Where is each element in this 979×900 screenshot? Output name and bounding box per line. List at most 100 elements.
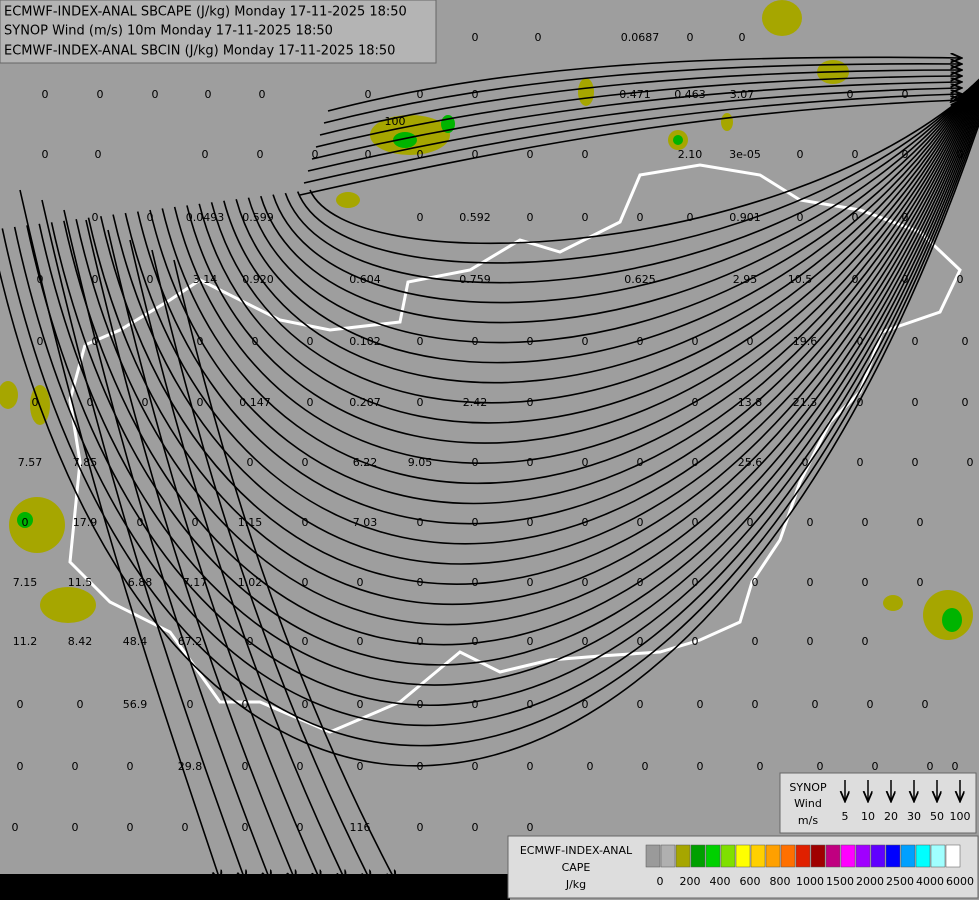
value-label: 0 xyxy=(87,396,94,409)
color-swatch xyxy=(690,844,706,868)
legend-tick-label: 4000 xyxy=(916,875,944,888)
color-swatch xyxy=(885,844,901,868)
streamline xyxy=(260,94,966,324)
streamline xyxy=(38,105,979,686)
value-label: 0 xyxy=(637,576,644,589)
value-label: 0 xyxy=(797,148,804,161)
value-label: 0 xyxy=(147,211,154,224)
value-label: 0.592 xyxy=(459,211,491,224)
value-label: 0 xyxy=(302,516,309,529)
value-label: 0 xyxy=(259,88,266,101)
value-label: 0 xyxy=(42,88,49,101)
streamline xyxy=(0,121,979,767)
value-label: 0 xyxy=(962,335,969,348)
legend-text: J/kg xyxy=(565,878,586,891)
streamline xyxy=(87,92,979,606)
legend-text: Wind xyxy=(794,797,822,810)
value-label: 3e-05 xyxy=(729,148,761,161)
value-label: 0 xyxy=(637,635,644,648)
value-label: 0 xyxy=(302,698,309,711)
value-label: 0 xyxy=(127,821,134,834)
value-label: 8.42 xyxy=(68,635,93,648)
legend-tick-label: 200 xyxy=(680,875,701,888)
streamline xyxy=(315,76,960,148)
value-label: 0 xyxy=(417,821,424,834)
value-label: 0 xyxy=(807,516,814,529)
legend-tick-label: 30 xyxy=(907,810,921,823)
value-label: 0 xyxy=(747,335,754,348)
streamline xyxy=(284,97,963,284)
value-label: 0 xyxy=(42,148,49,161)
value-label: 0 xyxy=(527,211,534,224)
value-label: 0 xyxy=(922,698,929,711)
value-label: 0.102 xyxy=(349,335,381,348)
value-label: 0.147 xyxy=(239,396,271,409)
legend-text: ECMWF-INDEX-ANAL xyxy=(520,844,633,857)
value-label: 0.599 xyxy=(242,211,274,224)
legend-text: CAPE xyxy=(562,861,591,874)
value-label: 0 xyxy=(852,273,859,286)
value-label: 0 xyxy=(152,88,159,101)
streamline xyxy=(19,189,220,880)
value-label: 0 xyxy=(535,31,542,44)
value-label: 6.88 xyxy=(128,576,153,589)
color-swatch xyxy=(825,844,841,868)
value-label: 0 xyxy=(582,576,589,589)
value-label: 11.2 xyxy=(13,635,38,648)
legend-text: m/s xyxy=(798,814,818,827)
value-label: 0 xyxy=(917,516,924,529)
value-label: 0 xyxy=(852,148,859,161)
streamline xyxy=(247,92,967,344)
value-label: 0 xyxy=(417,88,424,101)
value-label: 67.2 xyxy=(178,635,203,648)
value-label: 0 xyxy=(817,760,824,773)
value-label: 0 xyxy=(417,335,424,348)
value-label: 0.0493 xyxy=(186,211,225,224)
legend-box xyxy=(779,772,977,834)
value-label: 0 xyxy=(692,516,699,529)
value-label: 0 xyxy=(637,456,644,469)
value-label: 0 xyxy=(967,456,974,469)
value-label: 0 xyxy=(582,456,589,469)
value-label: 0 xyxy=(142,396,149,409)
value-label: 9.05 xyxy=(408,456,433,469)
value-label: 7.17 xyxy=(183,576,208,589)
value-label: 0 xyxy=(242,760,249,773)
value-label: 7.85 xyxy=(73,456,98,469)
value-label: 0 xyxy=(747,516,754,529)
value-label: 29.8 xyxy=(178,760,203,773)
legend-tick-label: 50 xyxy=(930,810,944,823)
value-label: 0 xyxy=(257,148,264,161)
value-label: 1.02 xyxy=(238,576,263,589)
value-label: 0 xyxy=(692,396,699,409)
streamlines xyxy=(0,57,979,880)
color-swatch xyxy=(645,844,661,868)
value-label: 0 xyxy=(127,760,134,773)
value-label: 0 xyxy=(692,335,699,348)
value-label: 0 xyxy=(902,148,909,161)
streamline xyxy=(235,91,969,364)
value-label: 13.8 xyxy=(738,396,763,409)
value-label: 0 xyxy=(32,396,39,409)
value-label: 0.0687 xyxy=(621,31,660,44)
value-label: 3.14 xyxy=(193,273,218,286)
value-label: 0 xyxy=(857,396,864,409)
value-label: 0 xyxy=(472,516,479,529)
streamline xyxy=(41,199,245,880)
legend-tick-label: 600 xyxy=(740,875,761,888)
value-label: 0 xyxy=(307,335,314,348)
value-label: 0 xyxy=(92,211,99,224)
value-label: 0 xyxy=(197,335,204,348)
value-label: 0 xyxy=(952,760,959,773)
streamline xyxy=(173,83,977,464)
streamline xyxy=(173,259,395,880)
streamline xyxy=(323,64,960,124)
legend-tick-label: 100 xyxy=(950,810,971,823)
value-label: 0 xyxy=(857,335,864,348)
value-label: 0 xyxy=(417,516,424,529)
value-label: 0 xyxy=(692,456,699,469)
header-line: ECMWF-INDEX-ANAL SBCIN (J/kg) Monday 17-… xyxy=(4,44,395,59)
streamline xyxy=(319,70,960,136)
value-label: 0 xyxy=(202,148,209,161)
